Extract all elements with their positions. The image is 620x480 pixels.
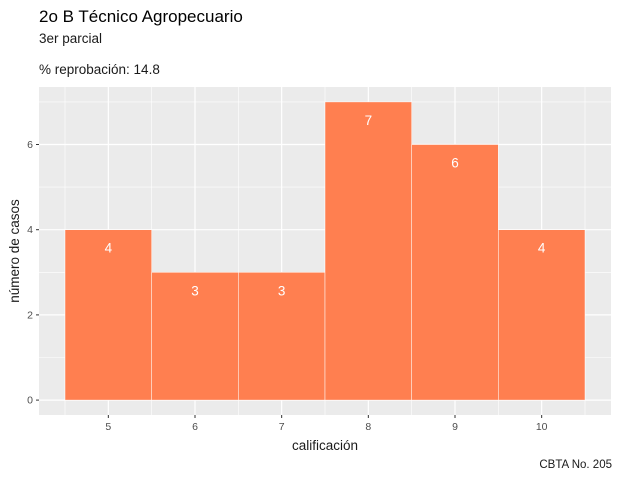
chart-title: 2o B Técnico Agropecuario: [39, 7, 243, 26]
bar-labels: 4 3 3 7 6 4: [105, 113, 546, 298]
x-tick-label: 10: [536, 421, 548, 433]
y-tick-label: 6: [27, 139, 33, 151]
bar-value-label: 4: [105, 241, 113, 256]
y-tick-label: 2: [27, 309, 33, 321]
bar-value-label: 3: [278, 283, 286, 298]
y-tick-label: 0: [27, 395, 33, 407]
bars: [64, 101, 586, 401]
x-tick-label: 5: [105, 421, 111, 433]
x-axis: 5 6 7 8 9 10: [105, 415, 548, 433]
y-axis: 0 2 4 6: [27, 139, 39, 407]
x-axis-title: calificación: [292, 438, 358, 453]
bar-7: [238, 272, 326, 401]
chart-note: % reprobación: 14.8: [39, 62, 160, 77]
y-tick-label: 4: [27, 224, 33, 236]
y-axis-title: número de casos: [7, 199, 22, 303]
bar-10: [498, 229, 586, 401]
bar-9: [411, 144, 499, 401]
x-tick-label: 8: [365, 421, 371, 433]
x-tick-label: 9: [452, 421, 458, 433]
bar-value-label: 3: [191, 283, 199, 298]
bar-value-label: 4: [538, 241, 546, 256]
x-tick-label: 7: [279, 421, 285, 433]
bar-6: [151, 272, 239, 401]
bar-value-label: 6: [451, 156, 459, 171]
chart-subtitle: 3er parcial: [39, 31, 103, 46]
bar-5: [64, 229, 152, 401]
caption: CBTA No. 205: [539, 459, 612, 471]
bar-value-label: 7: [365, 113, 373, 128]
bar-8: [324, 101, 412, 401]
x-tick-label: 6: [192, 421, 198, 433]
